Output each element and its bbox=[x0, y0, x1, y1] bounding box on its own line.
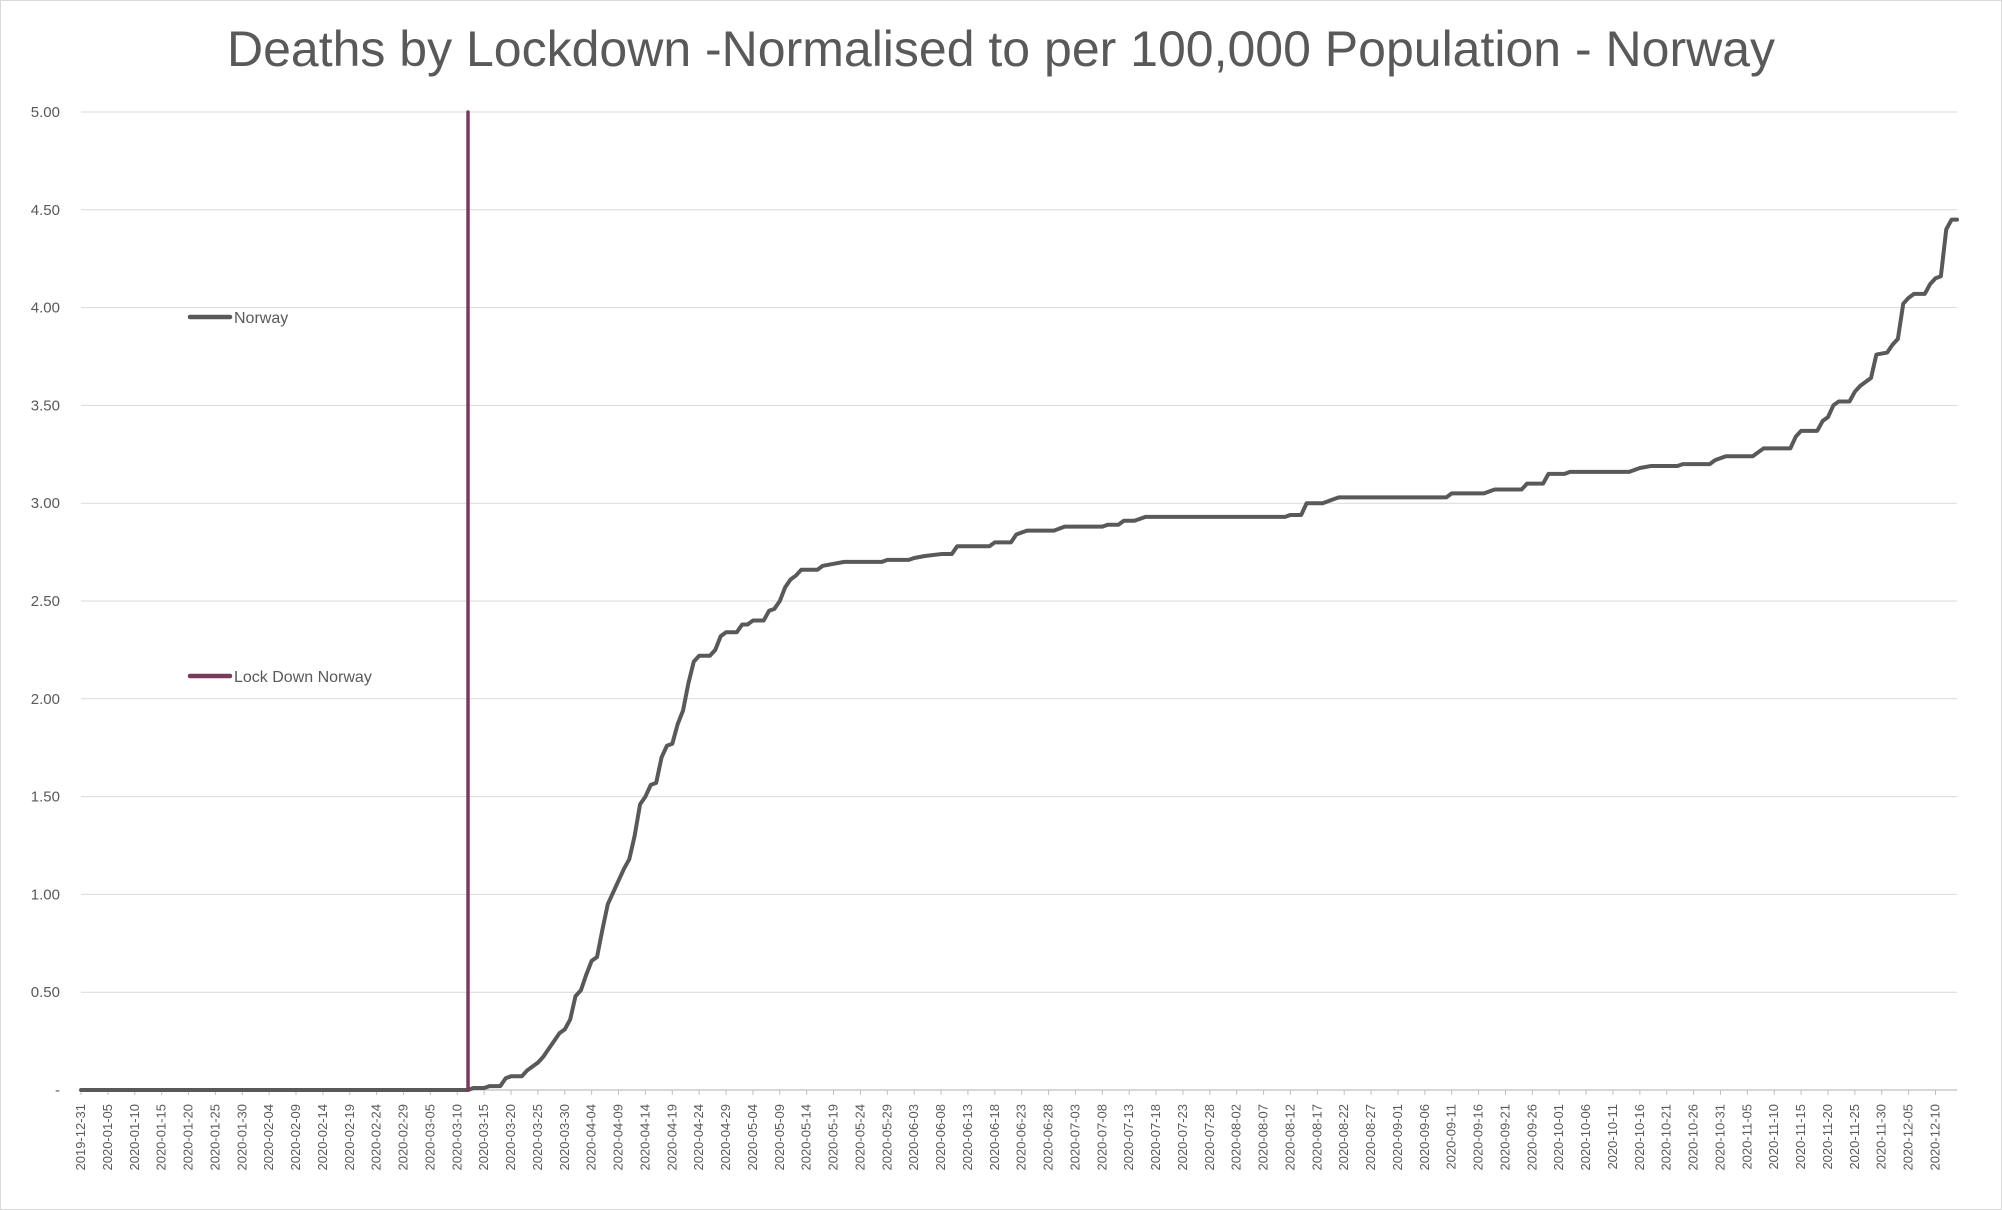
x-tick-label: 2020-05-19 bbox=[826, 1104, 841, 1171]
x-tick-label: 2020-02-24 bbox=[369, 1104, 384, 1171]
series-lines bbox=[79, 110, 1959, 1092]
x-tick-label: 2019-12-31 bbox=[73, 1104, 88, 1171]
y-tick-label: 2.50 bbox=[31, 593, 60, 610]
x-tick-label: 2020-08-07 bbox=[1256, 1104, 1271, 1171]
y-tick-label: 5.00 bbox=[31, 104, 60, 121]
x-tick-label: 2020-02-19 bbox=[342, 1104, 357, 1171]
x-tick-label: 2020-08-12 bbox=[1282, 1104, 1297, 1171]
x-tick-label: 2020-07-28 bbox=[1202, 1104, 1217, 1171]
x-tick-label: 2020-04-09 bbox=[611, 1104, 626, 1171]
x-tick-label: 2020-09-01 bbox=[1390, 1104, 1405, 1171]
x-tick-label: 2020-08-27 bbox=[1363, 1104, 1378, 1171]
legend: Norway Lock Down Norway bbox=[187, 310, 372, 686]
x-tick-label: 2020-10-11 bbox=[1605, 1104, 1620, 1170]
gridlines bbox=[81, 111, 1957, 993]
x-tick-label: 2020-10-16 bbox=[1632, 1104, 1647, 1171]
x-tick-label: 2020-06-08 bbox=[933, 1104, 948, 1171]
x-tick-label: 2020-10-21 bbox=[1659, 1104, 1674, 1171]
y-tick-label: 0.50 bbox=[31, 984, 60, 1001]
x-tick-label: 2020-01-15 bbox=[154, 1104, 169, 1171]
x-tick-label: 2020-08-22 bbox=[1336, 1104, 1351, 1171]
legend-label-lock-down-norway: Lock Down Norway bbox=[234, 669, 372, 686]
x-tick-label: 2020-07-13 bbox=[1121, 1104, 1136, 1171]
x-tick-label: 2020-06-13 bbox=[960, 1104, 975, 1171]
x-tick-label: 2020-03-25 bbox=[530, 1104, 545, 1171]
y-tick-label: 2.00 bbox=[31, 691, 60, 708]
y-tick-label: 3.00 bbox=[31, 495, 60, 512]
x-tick-label: 2020-12-10 bbox=[1927, 1104, 1942, 1171]
x-tick-label: 2020-09-21 bbox=[1497, 1104, 1512, 1171]
x-tick-label: 2020-05-04 bbox=[745, 1104, 760, 1171]
x-tick-label: 2020-02-29 bbox=[396, 1104, 411, 1171]
x-tick-label: 2020-09-06 bbox=[1417, 1104, 1432, 1171]
x-tick-label: 2020-10-01 bbox=[1551, 1104, 1566, 1171]
y-tick-label: 4.00 bbox=[31, 300, 60, 317]
x-tick-label: 2020-07-18 bbox=[1148, 1104, 1163, 1171]
x-tick-label: 2020-03-05 bbox=[422, 1104, 437, 1171]
x-tick-label: 2020-09-16 bbox=[1471, 1104, 1486, 1171]
x-tick-label: 2020-05-24 bbox=[852, 1104, 867, 1171]
y-tick-label: 1.50 bbox=[31, 789, 60, 806]
x-tick-label: 2020-05-14 bbox=[799, 1104, 814, 1171]
x-tick-label: 2020-11-10 bbox=[1766, 1104, 1781, 1170]
x-tick-label: 2020-09-11 bbox=[1444, 1104, 1459, 1170]
x-tick-label: 2020-05-09 bbox=[772, 1104, 787, 1171]
x-tick-label: 2020-10-06 bbox=[1578, 1104, 1593, 1171]
x-axis: 2019-12-31 2020-01-05 2020-01-10 2020-01-15… bbox=[73, 1089, 1957, 1171]
y-tick-label: 1.00 bbox=[31, 886, 60, 903]
series-line-norway bbox=[79, 217, 1959, 1092]
x-tick-label: 2020-04-19 bbox=[664, 1104, 679, 1171]
legend-label-norway: Norway bbox=[234, 310, 288, 327]
y-tick-label: 4.50 bbox=[31, 202, 60, 219]
x-tick-label: 2020-04-24 bbox=[691, 1104, 706, 1171]
x-tick-label: 2020-12-05 bbox=[1901, 1104, 1916, 1171]
x-tick-label: 2020-11-30 bbox=[1874, 1104, 1889, 1170]
y-tick-label: - bbox=[55, 1082, 60, 1099]
x-tick-label: 2020-11-25 bbox=[1847, 1104, 1862, 1170]
x-tick-label: 2020-07-08 bbox=[1094, 1104, 1109, 1171]
x-tick-label: 2020-01-20 bbox=[181, 1104, 196, 1171]
x-tick-label: 2020-03-30 bbox=[557, 1104, 572, 1171]
x-tick-label: 2020-02-14 bbox=[315, 1104, 330, 1171]
chart-title: Deaths by Lockdown -Normalised to per 10… bbox=[226, 21, 1776, 77]
y-axis: - 0.50 1.00 1.50 2.00 2.50 3.00 3.50 4.00 4.50 5.0… bbox=[31, 104, 60, 1099]
x-tick-label: 2020-03-20 bbox=[503, 1104, 518, 1171]
y-tick-label: 3.50 bbox=[31, 397, 60, 414]
x-tick-label: 2020-03-10 bbox=[449, 1104, 464, 1171]
x-tick-label: 2020-02-09 bbox=[288, 1104, 303, 1171]
x-tick-label: 2020-06-28 bbox=[1041, 1104, 1056, 1171]
x-tick-label: 2020-08-02 bbox=[1229, 1104, 1244, 1171]
x-tick-label: 2020-06-23 bbox=[1014, 1104, 1029, 1171]
x-tick-label: 2020-01-25 bbox=[207, 1104, 222, 1171]
x-tick-label: 2020-05-29 bbox=[879, 1104, 894, 1171]
x-tick-label: 2020-01-10 bbox=[127, 1104, 142, 1171]
x-tick-label: 2020-08-17 bbox=[1309, 1104, 1324, 1171]
x-tick-label: 2020-09-26 bbox=[1524, 1104, 1539, 1171]
x-tick-label: 2020-07-03 bbox=[1067, 1104, 1082, 1171]
x-tick-label: 2020-06-18 bbox=[987, 1104, 1002, 1171]
x-tick-label: 2020-10-31 bbox=[1712, 1104, 1727, 1171]
x-tick-label: 2020-06-03 bbox=[906, 1104, 921, 1171]
x-tick-label: 2020-03-15 bbox=[476, 1104, 491, 1171]
x-tick-label: 2020-11-20 bbox=[1820, 1104, 1835, 1170]
x-tick-label: 2020-07-23 bbox=[1175, 1104, 1190, 1171]
x-tick-label: 2020-01-05 bbox=[100, 1104, 115, 1171]
x-tick-label: 2020-02-04 bbox=[261, 1104, 276, 1171]
x-tick-label: 2020-04-14 bbox=[637, 1104, 652, 1171]
x-tick-label: 2020-01-30 bbox=[234, 1104, 249, 1171]
x-tick-label: 2020-04-29 bbox=[718, 1104, 733, 1171]
x-tick-label: 2020-10-26 bbox=[1686, 1104, 1701, 1171]
x-tick-label: 2020-11-05 bbox=[1739, 1104, 1754, 1170]
x-tick-label: 2020-04-04 bbox=[584, 1104, 599, 1171]
x-tick-label: 2020-11-15 bbox=[1793, 1104, 1808, 1170]
